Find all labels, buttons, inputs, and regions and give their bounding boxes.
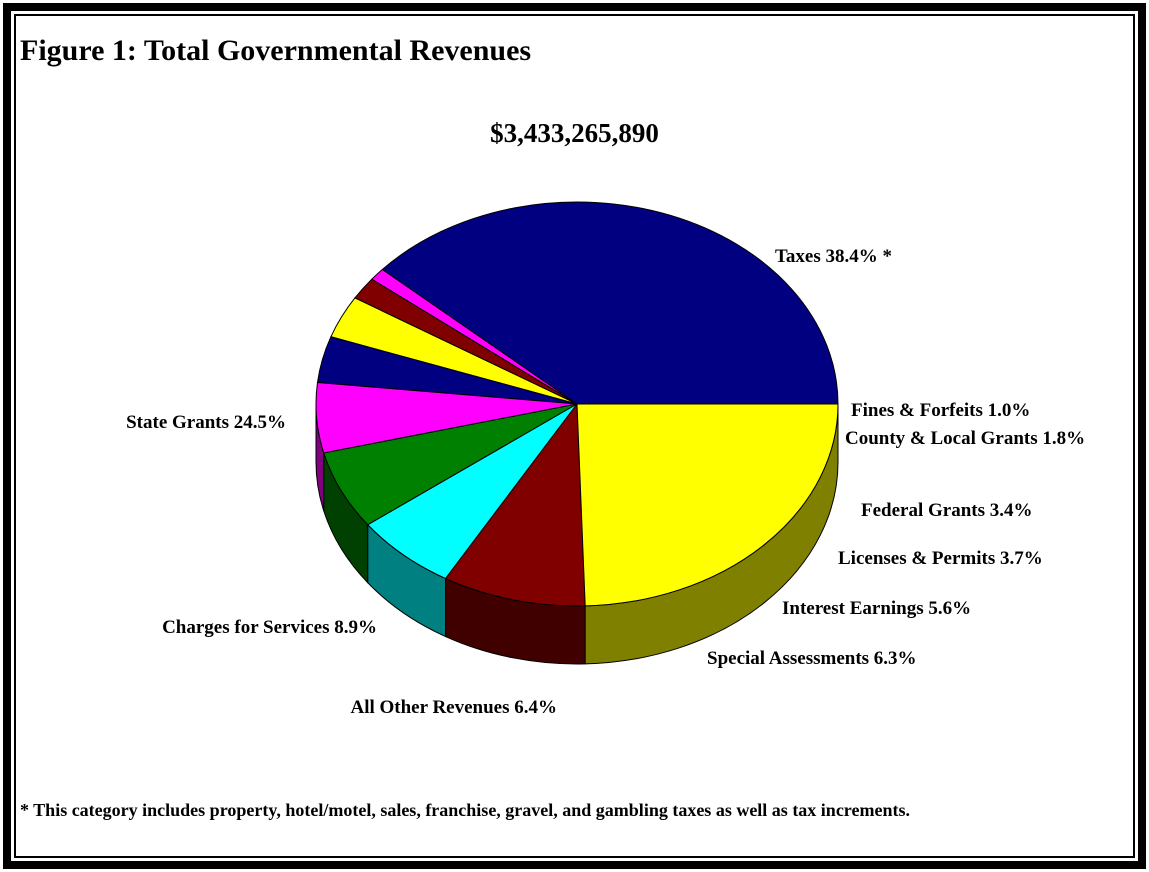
pie-sides	[315, 403, 839, 665]
slice-label-licenses-and-permits: Licenses & Permits 3.7%	[838, 548, 1043, 569]
pie-tops	[315, 201, 839, 607]
pie-labels: Taxes 38.4% * Fines & Forfeits 1.0% County…	[126, 246, 1085, 718]
pie-slice-charges-for-services	[444, 402, 586, 607]
slice-label-county-and-local-grants: County & Local Grants 1.8%	[845, 428, 1085, 449]
slice-label-state-grants: State Grants 24.5%	[126, 412, 286, 433]
figure-total: $3,433,265,890	[490, 118, 659, 148]
slice-label-all-other-revenues: All Other Revenues 6.4%	[350, 697, 557, 718]
figure-title: Figure 1: Total Governmental Revenues	[20, 34, 532, 67]
slice-label-federal-grants: Federal Grants 3.4%	[861, 500, 1033, 521]
slice-label-charges-for-services: Charges for Services 8.9%	[162, 617, 377, 638]
slice-label-taxes: Taxes 38.4% *	[775, 246, 892, 267]
pie-slice-state-grants	[576, 403, 839, 607]
slice-label-special-assessments: Special Assessments 6.3%	[707, 648, 917, 669]
footnote: * This category includes property, hotel…	[20, 800, 910, 820]
pie-slice-taxes	[381, 201, 839, 405]
slice-label-fines-and-forfeits: Fines & Forfeits 1.0%	[851, 400, 1030, 421]
slice-label-interest-earnings: Interest Earnings 5.6%	[782, 598, 971, 619]
